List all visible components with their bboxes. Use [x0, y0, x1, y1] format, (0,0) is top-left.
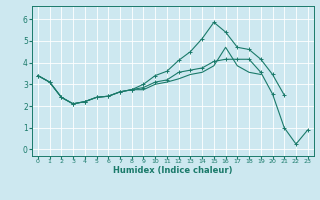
- X-axis label: Humidex (Indice chaleur): Humidex (Indice chaleur): [113, 166, 233, 175]
